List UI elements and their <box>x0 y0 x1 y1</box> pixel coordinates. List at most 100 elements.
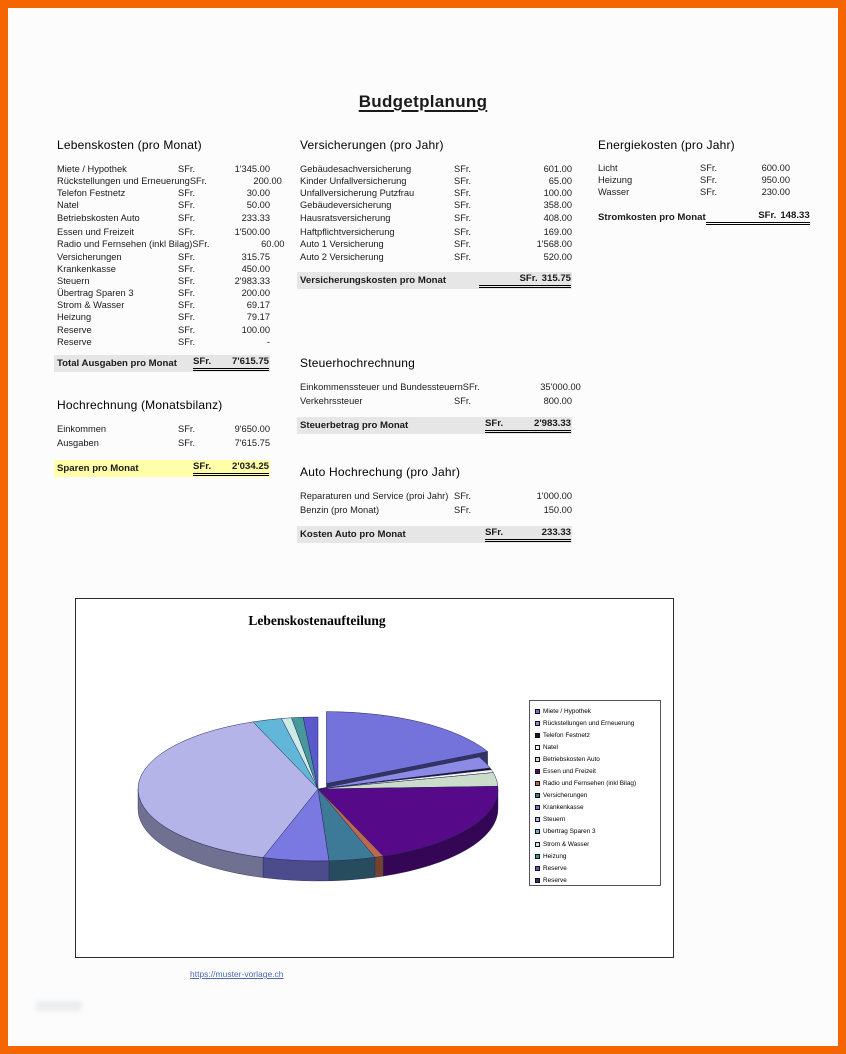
row-amount: 2'983.33 <box>234 275 270 286</box>
legend-item: Steuern <box>535 814 660 826</box>
table-row: Rückstellungen und Erneuerung SFr. 200.00 <box>57 175 282 187</box>
table-row: Einkommen SFr. 9'650.00 <box>57 423 270 437</box>
section-heading: Energiekosten (pro Jahr) <box>598 138 735 152</box>
table-row: Benzin (pro Monat) SFr. 150.00 <box>300 504 572 518</box>
table-row: Telefon Festnetz SFr. 30.00 <box>57 187 270 199</box>
table-row: Essen und Freizeit SFr. 1'500.00 <box>57 226 270 238</box>
total-amount: SFr. 2'983.33 <box>485 418 571 433</box>
auto-table: Reparaturen und Service (proi Jahr) SFr. 1… <box>300 490 572 517</box>
row-label: Gebäudeversicherung <box>300 200 392 211</box>
row-currency: SFr. <box>454 491 472 501</box>
row-currency: SFr. <box>189 176 207 187</box>
steuerbetrag-row: Steuerbetrag pro Monat SFr. 2'983.33 <box>297 417 572 434</box>
row-label: Heizung <box>598 174 633 185</box>
footer-link[interactable]: https://muster-vorlage.ch <box>190 969 284 979</box>
section-steuer: Steuerhochrechnung Einkommenssteuer und … <box>297 356 581 434</box>
total-amount: SFr. 2'034.25 <box>193 461 269 476</box>
legend-item: Übertrag Sparen 3 <box>535 826 660 838</box>
row-currency: SFr. <box>178 263 196 274</box>
section-auto: Auto Hochrechung (pro Jahr) Reparaturen … <box>297 465 572 543</box>
row-label: Krankenkasse <box>57 263 116 274</box>
table-row: Reserve SFr. - <box>57 336 270 348</box>
versicherungskosten-row: Versicherungskosten pro Monat SFr. 315.7… <box>297 271 572 289</box>
row-label: Reparaturen und Service (proi Jahr) <box>300 491 449 501</box>
row-currency: SFr. <box>454 239 472 250</box>
row-amount: 450.00 <box>241 263 270 274</box>
row-amount: 520.00 <box>543 251 572 262</box>
row-amount: 79.17 <box>246 312 270 323</box>
total-amount: SFr. 7'615.75 <box>193 356 269 371</box>
table-row: Reparaturen und Service (proi Jahr) SFr. 1… <box>300 490 572 504</box>
row-amount: 315.75 <box>241 251 270 262</box>
legend-label: Essen und Freizeit <box>543 768 596 776</box>
table-row: Auto 2 Versicherung SFr. 520.00 <box>300 251 572 263</box>
section-heading: Lebenskosten (pro Monat) <box>57 138 202 152</box>
legend-marker-icon <box>535 853 540 859</box>
row-label: Radio und Fernsehen (inkl Bilag) <box>57 239 193 250</box>
table-row: Auto 1 Versicherung SFr. 1'568.00 <box>300 238 572 250</box>
total-label: Total Ausgaben pro Monat <box>57 357 177 369</box>
section-heading: Steuerhochrechnung <box>300 356 416 370</box>
total-amount: SFr. 233.33 <box>485 527 571 542</box>
kosten-auto-row: Kosten Auto pro Monat SFr. 233.33 <box>297 526 572 543</box>
energie-table: Licht SFr. 600.00 Heizung SFr. 950.00 Wasser SF… <box>598 163 790 198</box>
row-currency: SFr. <box>454 395 472 406</box>
legend-label: Reserve <box>543 864 567 872</box>
row-label: Benzin (pro Monat) <box>300 504 380 515</box>
legend-item: Versicherungen <box>535 790 660 802</box>
row-label: Rückstellungen und Erneuerung <box>57 176 190 187</box>
legend-item: Reserve <box>535 862 660 874</box>
table-row: Verkehrssteuer SFr. 800.00 <box>300 395 572 409</box>
legend-label: Heizung <box>543 852 567 860</box>
row-amount: 230.00 <box>761 186 790 197</box>
legend-marker-icon <box>535 744 540 750</box>
row-amount: 233.33 <box>241 212 270 223</box>
section-heading: Versicherungen (pro Jahr) <box>300 138 444 152</box>
legend-marker-icon <box>535 756 540 762</box>
section-lebenskosten: Lebenskosten (pro Monat) Miete / Hypothe… <box>54 138 284 372</box>
row-currency: SFr. <box>454 251 472 262</box>
row-amount: 50.00 <box>246 200 270 211</box>
section-heading: Auto Hochrechung (pro Jahr) <box>300 465 461 479</box>
pie-chart <box>137 711 499 882</box>
table-row: Haftpflichtversicherung SFr. 169.00 <box>300 226 572 238</box>
table-row: Heizung SFr. 950.00 <box>598 175 790 187</box>
row-currency: SFr. <box>178 212 196 223</box>
row-currency: SFr. <box>178 275 196 286</box>
pie-slice <box>326 711 489 784</box>
table-row: Miete / Hypothek SFr. 1'345.00 <box>57 163 270 175</box>
legend-marker-icon <box>535 817 540 823</box>
total-label: Stromkosten pro Monat <box>598 212 706 224</box>
row-currency: SFr. <box>700 186 718 197</box>
row-currency: SFr. <box>454 200 472 211</box>
row-label: Licht <box>598 163 618 173</box>
row-label: Auto 1 Versicherung <box>300 239 384 250</box>
table-row: Krankenkasse SFr. 450.00 <box>57 263 270 275</box>
row-currency: SFr. <box>178 164 196 174</box>
row-currency: SFr. <box>454 176 472 187</box>
legend-marker-icon <box>535 708 540 714</box>
row-amount: 100.00 <box>241 324 270 335</box>
row-currency: SFr. <box>178 288 196 299</box>
table-row: Steuern SFr. 2'983.33 <box>57 275 270 287</box>
legend-marker-icon <box>535 781 540 787</box>
row-label: Essen und Freizeit <box>57 227 134 238</box>
row-label: Unfallversicherung Putzfrau <box>300 188 415 199</box>
row-label: Einkommenssteuer und Bundessteuern <box>300 382 463 392</box>
total-label: Versicherungskosten pro Monat <box>300 274 447 286</box>
legend-label: Reserve <box>543 876 567 884</box>
row-currency: SFr. <box>178 227 196 238</box>
legend-marker-icon <box>535 877 540 883</box>
section-heading: Hochrechnung (Monatsbilanz) <box>57 398 223 412</box>
legend-item: Reserve <box>535 874 660 886</box>
legend-item: Rückstellungen und Erneuerung <box>535 717 660 729</box>
section-hochrechnung: Hochrechnung (Monatsbilanz) Einkommen SFr… <box>54 398 270 477</box>
table-row: Reserve SFr. 100.00 <box>57 324 270 336</box>
chart-title: Lebenskostenaufteilung <box>248 613 386 628</box>
row-amount: 600.00 <box>761 163 790 173</box>
row-label: Hausratsversicherung <box>300 212 391 223</box>
legend-label: Telefon Festnetz <box>543 731 590 739</box>
row-currency: SFr. <box>454 504 472 515</box>
row-label: Heizung <box>57 312 92 323</box>
legend-item: Strom & Wasser <box>535 838 660 850</box>
